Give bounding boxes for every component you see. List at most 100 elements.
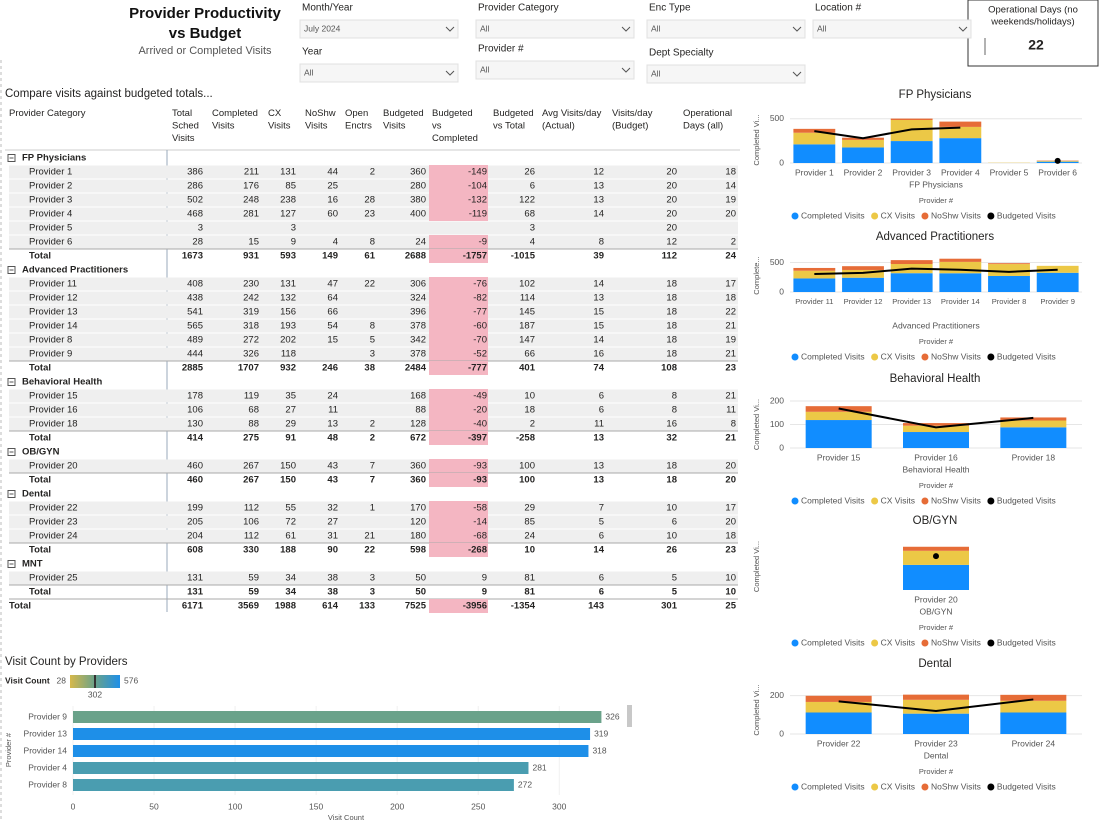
cell: 286 [187,181,203,192]
cell: -77 [473,307,487,318]
row-label: Provider 5 [29,223,72,234]
cell-highlight [429,291,488,305]
cell: 32 [327,503,338,514]
bar[interactable] [73,762,529,774]
bar[interactable] [73,745,589,757]
legend-marker [871,212,879,220]
filter-dropdown[interactable] [646,19,806,39]
cell: 1673 [182,251,203,262]
filter-dropdown[interactable] [812,19,972,39]
filter-value: July 2024 [304,23,341,33]
scrollbar[interactable] [627,705,632,727]
filter-dropdown[interactable] [475,19,635,39]
cell: 27 [327,517,338,528]
row-label: Provider 23 [29,517,78,528]
y-axis-title: Complete... [752,256,761,294]
total-label: Total [29,545,51,556]
cell: 10 [524,545,535,556]
cell: 81 [524,573,535,584]
cell: 3569 [238,601,259,612]
row-band [9,417,738,431]
cell: 238 [280,195,296,206]
bar[interactable] [73,711,602,723]
x-axis-title: Provider # [919,623,954,632]
cell: 5 [599,517,604,528]
cell: 20 [725,517,736,528]
cell: -268 [468,545,487,556]
legend-marker [921,639,929,647]
bar[interactable] [73,779,514,791]
cell: -104 [468,181,487,192]
cell: 267 [243,475,259,486]
cell: 168 [410,391,426,402]
line-point [1054,157,1061,164]
bar-segment [903,713,969,734]
column-header-line: NoShw [305,108,336,119]
cell: 2 [530,419,535,430]
cell: 360 [410,475,426,486]
cell: 112 [244,531,259,542]
collapse-icon[interactable] [7,560,16,568]
filter-dropdown[interactable] [646,64,806,84]
column-header-line: (Actual) [542,120,575,131]
column-header: Budgeted Visits [383,108,424,132]
filter-dropdown[interactable] [299,63,459,83]
x-group-label: Behavioral Health [902,464,969,474]
x-tick-label: Provider 2 [844,167,883,177]
line-point [933,553,939,560]
cell: 17 [725,279,736,290]
x-tick-label: Provider 6 [1038,167,1077,177]
row-label: Provider 25 [29,573,78,584]
cell: 48 [327,433,338,444]
bar-segment [793,278,836,292]
bar-segment [903,425,969,433]
total-label: Total [29,251,51,262]
cell: 18 [725,293,736,304]
x-tick-label: 0 [71,801,76,811]
cell: 18 [666,279,677,290]
cell: 6 [599,531,604,542]
collapse-icon[interactable] [7,266,16,274]
bar-segment [939,273,982,292]
cell: 15 [248,237,259,248]
cell: 21 [725,321,736,332]
cell: 401 [519,363,536,374]
row-band [9,305,738,319]
cell: 112 [662,251,677,262]
x-tick-label: Provider 20 [914,594,958,604]
filter-dropdown[interactable] [299,19,459,39]
cell: 18 [725,531,736,542]
cell: 10 [725,587,736,598]
cell: 444 [187,349,203,360]
collapse-icon[interactable] [7,154,16,162]
cell: 7 [599,503,604,514]
row-band [9,235,738,249]
legend-marker [791,783,799,791]
chart-title: Visit Count by Providers [5,656,128,668]
cell: 112 [244,503,259,514]
column-header-line: Operational [683,108,732,119]
cell: 272 [243,335,259,346]
collapse-icon[interactable] [7,448,16,456]
column-header-line: Provider Category [9,108,86,119]
card-frame [967,0,1099,67]
bar[interactable] [73,728,591,740]
bar-segment [1000,417,1067,421]
cell: 31 [327,531,338,542]
cell: 386 [187,167,203,178]
row-band [9,319,738,333]
filter-dropdown[interactable] [475,60,635,80]
legend-label: Budgeted Visits [997,495,1056,505]
collapse-icon[interactable] [7,490,16,498]
cell: 2484 [405,363,427,374]
cell: 13 [593,475,604,486]
legend-label: Completed Visits [801,781,865,791]
legend-title: Visit Count [5,675,50,685]
cell: 39 [593,251,604,262]
cell: 14 [593,545,604,556]
y-tick-label: 0 [779,286,784,296]
legend-label: CX Visits [881,351,915,361]
collapse-icon[interactable] [7,378,16,386]
cell: 326 [243,349,259,360]
row-label: Provider 16 [29,405,78,416]
